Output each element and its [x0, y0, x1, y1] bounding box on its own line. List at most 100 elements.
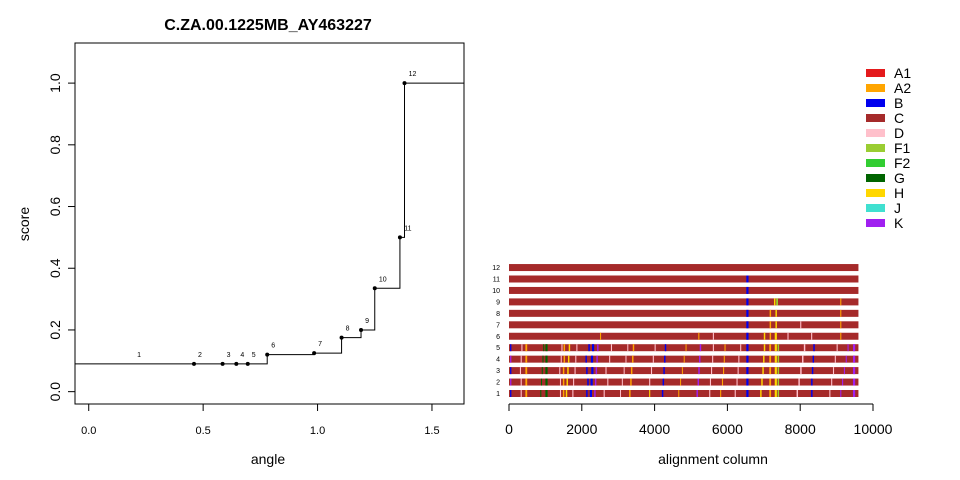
subtype-segment [620, 390, 622, 397]
alignment-row: 3 [496, 367, 859, 375]
subtype-segment [588, 344, 590, 352]
x-tick-label: 6000 [712, 421, 743, 437]
subtype-segment [561, 344, 563, 352]
subtype-segment [594, 390, 596, 397]
point-label: 12 [409, 71, 417, 78]
legend-label: A2 [894, 80, 911, 96]
subtype-segment [543, 344, 545, 352]
point-label: 1 [137, 352, 141, 359]
subtype-segment [761, 378, 763, 386]
row-base-bar [509, 286, 859, 294]
alignment-row: 10 [492, 286, 859, 295]
y-tick-label: 0.2 [47, 320, 63, 340]
y-tick-label: 1.0 [47, 73, 63, 93]
subtype-segment [763, 344, 766, 352]
row-label: 7 [496, 322, 500, 329]
subtype-segment [650, 367, 653, 375]
subtype-segment [520, 390, 522, 397]
subtype-segment [621, 378, 623, 386]
legend-swatch [866, 69, 885, 77]
alignment-row: 7 [496, 321, 859, 329]
subtype-segment [697, 378, 700, 386]
subtype-segment [811, 367, 814, 375]
subtype-segment [831, 378, 833, 386]
legend-label: F1 [894, 140, 911, 156]
subtype-segment [811, 378, 813, 386]
row-label: 10 [492, 288, 500, 295]
row-label: 6 [496, 334, 500, 341]
y-tick-label: 0.8 [47, 135, 63, 155]
subtype-segment [654, 344, 656, 352]
subtype-segment [663, 367, 665, 375]
subtype-segment [585, 355, 587, 363]
subtype-segment [562, 378, 565, 386]
subtype-segment [813, 344, 815, 352]
subtype-segment [510, 390, 512, 397]
subtype-segment [541, 367, 543, 375]
subtype-segment [699, 355, 701, 363]
subtype-segment [567, 367, 569, 375]
subtype-segment [595, 367, 598, 375]
subtype-segment [723, 367, 725, 375]
y-tick-label: 0.0 [47, 382, 63, 402]
subtype-segment [559, 390, 562, 397]
subtype-segment [840, 321, 842, 329]
subtype-segment [587, 378, 589, 386]
point-label: 7 [318, 341, 322, 348]
subtype-segment [510, 367, 512, 375]
subtype-segment [798, 378, 800, 386]
alignment-row: 11 [493, 275, 859, 284]
subtype-segment [586, 367, 588, 375]
subtype-segment [840, 390, 842, 397]
subtype-segment [769, 321, 772, 329]
subtype-segment [840, 298, 842, 306]
point-label: 6 [271, 343, 275, 350]
subtype-segment [630, 367, 633, 375]
subtype-segment [843, 367, 845, 375]
chart-title: C.ZA.00.1225MB_AY463227 [164, 17, 372, 34]
x-axis-title-left: angle [251, 451, 285, 467]
subtype-segment [575, 355, 577, 363]
x-tick-label: 0.5 [195, 425, 210, 437]
x-tick-label: 8000 [785, 421, 816, 437]
subtype-segment [597, 344, 599, 352]
subtype-segment [774, 367, 777, 375]
subtype-segment [736, 378, 738, 386]
subtype-segment [769, 332, 772, 340]
plot-frame-left [74, 42, 465, 405]
subtype-segment [607, 378, 609, 386]
subtype-segment [769, 309, 772, 317]
subtype-segment [746, 390, 749, 397]
x-tick-label: 0.0 [81, 425, 96, 437]
subtype-segment [775, 309, 777, 317]
subtype-segment [678, 390, 680, 397]
alignment-row: 6 [496, 332, 859, 341]
subtype-segment [594, 378, 597, 386]
data-point [312, 351, 317, 356]
legend-label: A1 [894, 65, 911, 81]
row-base-bar [509, 309, 859, 317]
row-base-bar [509, 367, 859, 375]
subtype-segment [699, 344, 702, 352]
subtype-segment [625, 355, 627, 363]
row-label: 4 [496, 357, 500, 364]
subtype-segment [520, 378, 522, 386]
subtype-segment [840, 309, 842, 317]
subtype-segment [812, 355, 815, 363]
subtype-segment [711, 367, 713, 375]
subtype-segment [845, 355, 847, 363]
subtype-segment [525, 390, 528, 397]
score-step-plot: C.ZA.00.1225MB_AY463227 0.0 0.5 1.0 1.5 0.0… [16, 17, 465, 467]
subtype-segment [777, 355, 780, 363]
alignment-row: 4 [496, 355, 859, 364]
alignment-row: 12 [492, 264, 859, 272]
subtype-segment [746, 355, 749, 363]
subtype-segment [746, 286, 749, 294]
point-label: 9 [365, 318, 369, 325]
row-label: 9 [496, 299, 500, 306]
subtype-segment [852, 355, 856, 363]
subtype-segment [698, 367, 700, 375]
subtype-segment [591, 344, 595, 352]
subtype-segment [565, 390, 568, 397]
